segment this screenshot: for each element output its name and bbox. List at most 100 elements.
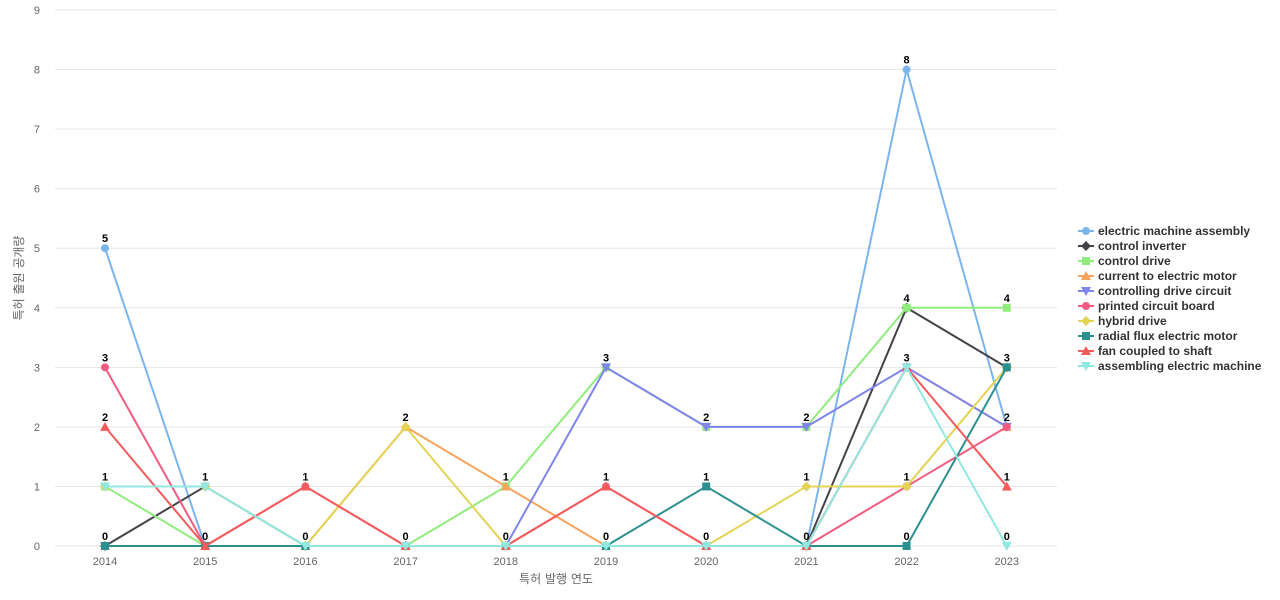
legend-marker — [1082, 332, 1090, 340]
data-point — [701, 542, 712, 551]
data-point — [1002, 422, 1011, 431]
data-point — [702, 482, 711, 491]
data-point — [500, 481, 511, 491]
legend-item[interactable]: hybrid drive — [1078, 314, 1167, 328]
data-point — [1001, 481, 1012, 491]
series-controlling-drive-circuit — [100, 363, 1012, 551]
legend-item[interactable]: fan coupled to shaft — [1078, 344, 1212, 358]
data-point — [101, 244, 109, 253]
legend-label: control inverter — [1098, 239, 1186, 253]
legend-marker — [1082, 302, 1090, 310]
data-label: 0 — [102, 531, 108, 543]
y-tick-label: 1 — [34, 481, 40, 493]
data-label: 0 — [803, 531, 809, 543]
legend-marker — [1081, 271, 1091, 280]
x-axis-ticks: 2014 2015 2016 2017 2018 2019 2020 2021 2022 2023 — [93, 556, 1019, 568]
data-label: 0 — [302, 531, 308, 543]
data-label: 8 — [904, 55, 910, 67]
data-label: 1 — [603, 471, 609, 483]
data-point — [801, 481, 812, 492]
legend-marker — [1082, 227, 1090, 235]
y-tick-label: 2 — [34, 422, 40, 434]
data-point — [200, 482, 211, 492]
data-labels: 5 3 2 1 0 1 0 1 0 2 0 1 0 3 1 0 2 1 0 2 1 0 8 4 3 1 0 4 3 2 1 0 — [102, 55, 1011, 543]
legend-item[interactable]: controlling drive circuit — [1078, 284, 1231, 298]
legend-label: printed circuit board — [1098, 299, 1215, 313]
legend-label: radial flux electric motor — [1098, 329, 1238, 343]
data-label: 1 — [202, 471, 208, 483]
legend-item[interactable]: control inverter — [1078, 239, 1186, 253]
x-tick-label: 2014 — [93, 556, 117, 568]
data-point — [601, 481, 611, 491]
data-point — [500, 542, 511, 551]
data-label: 2 — [1004, 412, 1010, 424]
grid-lines — [55, 9, 1057, 547]
data-label: 3 — [1004, 352, 1010, 364]
x-tick-label: 2021 — [794, 556, 818, 568]
data-point — [902, 65, 911, 74]
x-tick-label: 2022 — [894, 556, 918, 568]
data-label: 2 — [102, 412, 108, 424]
series-assembling-electric-machine — [100, 363, 1012, 551]
data-label: 1 — [904, 471, 910, 483]
data-label: 0 — [904, 531, 910, 543]
data-label: 1 — [302, 471, 308, 483]
data-point — [1002, 363, 1011, 372]
data-point — [801, 422, 812, 432]
y-axis-title: 특허 출원 공개량 — [12, 236, 26, 321]
data-label: 3 — [603, 352, 609, 364]
legend-item[interactable]: electric machine assembly — [1078, 224, 1250, 238]
legend-marker — [1081, 316, 1091, 326]
legend-item[interactable]: assembling electric machine — [1078, 359, 1262, 373]
data-point — [902, 542, 911, 550]
legend-item[interactable]: current to electric motor — [1078, 269, 1237, 283]
data-point — [1001, 542, 1012, 551]
legend-label: controlling drive circuit — [1098, 284, 1231, 298]
series-line — [104, 366, 1008, 547]
data-point — [100, 421, 110, 431]
legend-label: control drive — [1098, 254, 1171, 268]
y-tick-label: 3 — [34, 362, 40, 374]
data-point — [901, 481, 912, 492]
y-tick-label: 5 — [34, 243, 40, 255]
data-point — [1002, 303, 1011, 312]
legend-marker — [1081, 241, 1091, 251]
data-point — [300, 542, 311, 551]
data-point — [300, 481, 311, 491]
y-tick-label: 7 — [34, 124, 40, 136]
data-label: 0 — [403, 531, 409, 543]
x-tick-label: 2019 — [594, 556, 618, 568]
legend-item[interactable]: radial flux electric motor — [1078, 329, 1238, 343]
data-label: 0 — [703, 531, 709, 543]
legend-marker — [1081, 287, 1091, 296]
data-label: 1 — [102, 471, 108, 483]
data-point — [601, 542, 611, 551]
data-point — [101, 542, 109, 550]
data-label: 0 — [503, 531, 509, 543]
legend-label: fan coupled to shaft — [1098, 344, 1212, 358]
data-label: 2 — [403, 412, 409, 424]
legend-item[interactable]: control drive — [1078, 254, 1171, 268]
x-tick-label: 2015 — [193, 556, 217, 568]
data-point — [801, 542, 812, 551]
data-label: 1 — [703, 471, 709, 483]
legend-label: assembling electric machine — [1098, 359, 1262, 373]
data-label: 5 — [102, 233, 108, 245]
data-point — [701, 422, 712, 432]
legend-item[interactable]: printed circuit board — [1078, 299, 1215, 313]
data-point — [400, 421, 411, 432]
data-label: 1 — [503, 471, 509, 483]
data-point — [100, 482, 110, 492]
y-tick-label: 6 — [34, 184, 40, 196]
data-label: 4 — [904, 293, 911, 305]
legend-marker — [1082, 257, 1090, 265]
data-label: 1 — [1004, 471, 1010, 483]
data-label: 2 — [803, 412, 809, 424]
legend-marker — [1081, 362, 1091, 371]
series-lines — [100, 65, 1012, 551]
data-point — [601, 363, 611, 373]
y-tick-label: 9 — [34, 5, 40, 17]
